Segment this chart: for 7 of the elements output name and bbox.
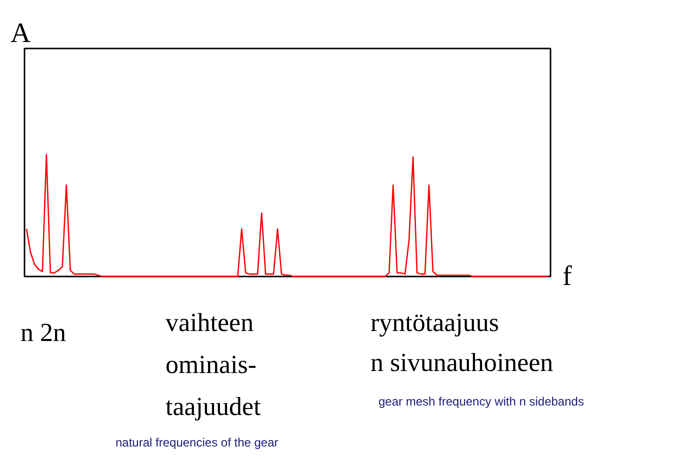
text: n 2n [20, 318, 66, 347]
x-axis-title: f [562, 261, 572, 292]
text: ryntötaajuus n sivunauhoineen [370, 308, 554, 377]
text: gear mesh frequency with n sidebands [378, 394, 584, 408]
text: natural frequencies of the gear [116, 436, 278, 450]
text: vaihteen ominais- taajuudet [166, 308, 262, 421]
y-axis-title: A [10, 18, 32, 49]
